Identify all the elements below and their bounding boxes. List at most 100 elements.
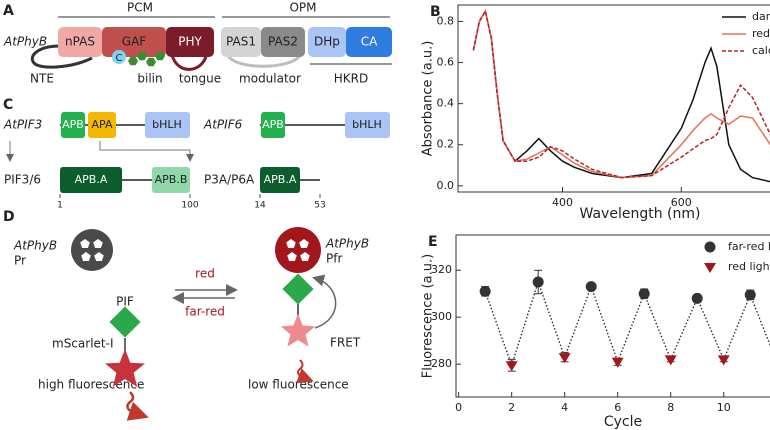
legend-label: far-red light (728, 240, 770, 253)
cysteine-label: C (116, 53, 123, 64)
entity-label: AtPhyB (3, 35, 47, 49)
panel-d: D AtPhyB Pr PIF mScarlet-I high fluoresc… (3, 209, 369, 421)
chromophore (80, 239, 90, 248)
chromophore (287, 252, 297, 261)
state-label: Pr (14, 254, 26, 268)
y-tick-label: 0.6 (437, 56, 455, 69)
domain-label: CA (361, 35, 378, 49)
nte-tail (30, 44, 93, 69)
domain-box (145, 112, 190, 138)
x-axis-title: Wavelength (nm) (580, 206, 701, 222)
point (532, 276, 544, 288)
domain-label: APB.A (75, 173, 108, 186)
annotation: NTE (30, 72, 54, 86)
emission (295, 359, 314, 384)
domain-box (260, 167, 300, 193)
domain-label: nPAS (65, 35, 95, 49)
domain-box (345, 112, 390, 138)
emission (126, 391, 149, 421)
phyb-pfr (275, 227, 321, 273)
series-line (472, 9, 770, 179)
domain-label: bHLH (352, 118, 382, 131)
entity-label: AtPhyB (325, 237, 369, 251)
bilin-ring (155, 51, 165, 61)
y-tick-label: 280 (431, 357, 452, 370)
domain-label: APA (92, 118, 113, 131)
panel-label: D (3, 209, 15, 225)
point (744, 289, 756, 301)
connector (749, 294, 770, 347)
tongue-loop (170, 54, 208, 71)
entity-label: AtPhyB (13, 239, 57, 253)
connector (484, 291, 513, 366)
pif-diamond (109, 306, 141, 338)
residue-number: 53 (314, 201, 325, 211)
construct-name: PIF3/6 (4, 173, 41, 187)
fret-arrow (312, 274, 337, 329)
mscarlet-star (105, 349, 145, 387)
domain-label: PHY (178, 35, 202, 49)
bilin-ring (137, 51, 147, 61)
point (611, 357, 624, 368)
group-label: OPM (289, 1, 316, 15)
x-tick-label: 8 (667, 401, 674, 414)
annotation: modulator (239, 72, 301, 86)
y-axis-title: Fluorescence (a.u.) (421, 254, 436, 378)
plot-frame (455, 234, 770, 398)
partner-label: PIF (116, 295, 134, 309)
mscarlet-star (280, 314, 316, 347)
domain-box (166, 27, 214, 57)
connector (590, 286, 619, 362)
chromophore (81, 252, 91, 261)
construct-name: AtPIF3 (3, 118, 42, 132)
chromophore (93, 239, 103, 248)
x-tick-label: 600 (671, 196, 692, 209)
y-tick-label: 0.4 (437, 97, 455, 110)
domain-box (308, 27, 346, 57)
domain-label: APB.B (155, 173, 188, 186)
domain-label: APB.A (264, 173, 297, 186)
legend-label: red light (752, 27, 770, 40)
chromophore (300, 252, 310, 261)
connector (511, 281, 539, 366)
construct-name: AtPIF6 (203, 118, 243, 132)
panel-label: E (428, 234, 438, 250)
domain-label: bHLH (152, 118, 182, 131)
point (505, 361, 518, 372)
y-tick-label: 0.8 (437, 14, 455, 27)
legend-label: red light (728, 260, 770, 273)
x-tick-label: 10 (717, 401, 731, 414)
bilin-ring (128, 56, 138, 66)
panel-label: B (430, 4, 441, 20)
x-axis-title: Cycle (604, 414, 642, 430)
y-tick-label: 320 (431, 263, 452, 276)
domain-label: DHp (314, 35, 340, 49)
y-tick-label: 0.0 (437, 179, 455, 192)
outcome-label: low fluorescence (248, 378, 349, 392)
domain-box (88, 112, 116, 138)
point (717, 355, 730, 366)
cysteine (112, 50, 126, 64)
panel-label: C (3, 97, 13, 113)
x-tick-label: 4 (561, 401, 568, 414)
domain-label: APB (262, 118, 284, 131)
point (664, 355, 677, 366)
phyb-pr (71, 229, 113, 271)
chromophore (299, 239, 309, 248)
annotation: bilin (137, 72, 162, 86)
pif-diamond (282, 273, 314, 305)
y-axis-title: Absorbance (a.u.) (421, 41, 436, 157)
chromophore (286, 239, 296, 248)
domain-box (261, 112, 285, 138)
residue-number: 14 (254, 201, 266, 211)
legend-swatch (704, 263, 716, 273)
plot-frame (457, 4, 770, 193)
chromophore (94, 252, 104, 261)
x-tick-label: 400 (552, 196, 573, 209)
connector (643, 293, 672, 360)
domain-box (346, 27, 392, 57)
bilin-icon (128, 51, 165, 67)
transition-label: red (195, 267, 215, 281)
legend-swatch (704, 241, 716, 253)
